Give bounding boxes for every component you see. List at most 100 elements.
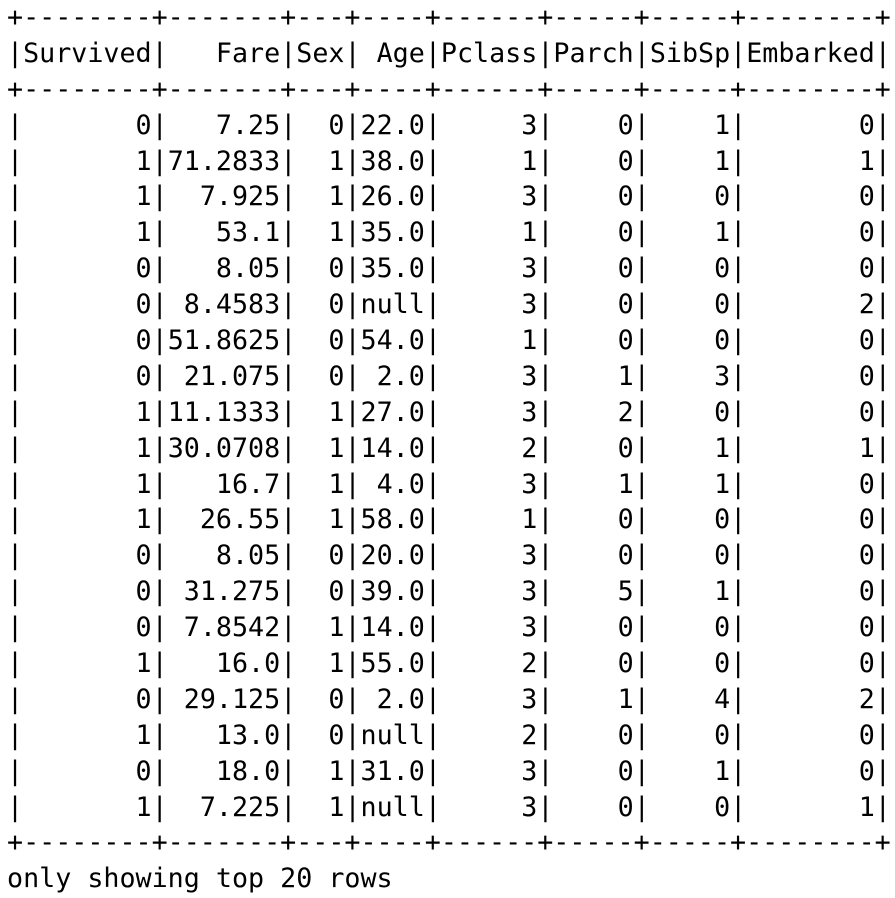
cell-age: 54.0 [360, 325, 425, 357]
cell-fare: 7.25 [167, 109, 281, 141]
cell-survived: 1 [23, 217, 152, 249]
cell-sibsp: 1 [649, 217, 731, 249]
cell-fare: 7.225 [167, 791, 281, 823]
cell-sibsp: 0 [649, 612, 731, 644]
cell-parch: 1 [553, 683, 634, 715]
cell-pclass: 2 [440, 648, 538, 680]
cell-age: null [360, 719, 425, 751]
cell-embarked: 0 [746, 755, 875, 787]
cell-age: 27.0 [360, 396, 425, 428]
cell-parch: 0 [553, 181, 634, 213]
column-header-embarked: Embarked [746, 37, 875, 69]
cell-embarked: 1 [746, 145, 875, 177]
cell-parch: 0 [553, 253, 634, 285]
column-header-fare: Fare [167, 37, 281, 69]
cell-age: 2.0 [360, 683, 425, 715]
table-row: | 0|51.8625| 0|54.0| 1| 0| 0| 0| [7, 325, 891, 357]
table-row: | 1| 26.55| 1|58.0| 1| 0| 0| 0| [7, 504, 891, 536]
cell-age: 14.0 [360, 432, 425, 464]
cell-age: 35.0 [360, 217, 425, 249]
cell-parch: 0 [553, 145, 634, 177]
cell-fare: 51.8625 [167, 325, 281, 357]
table-row: | 0| 8.05| 0|20.0| 3| 0| 0| 0| [7, 540, 891, 572]
table-row: | 0| 29.125| 0| 2.0| 3| 1| 4| 2| [7, 683, 891, 715]
cell-survived: 0 [23, 109, 152, 141]
cell-fare: 16.7 [167, 468, 281, 500]
table-row: | 0| 31.275| 0|39.0| 3| 5| 1| 0| [7, 576, 891, 608]
column-header-pclass: Pclass [440, 37, 538, 69]
cell-parch: 0 [553, 648, 634, 680]
cell-embarked: 0 [746, 719, 875, 751]
table-top-border: +--------+-------+---+----+------+-----+… [7, 2, 891, 33]
cell-sex: 1 [296, 181, 345, 213]
cell-survived: 1 [23, 181, 152, 213]
cell-pclass: 3 [440, 683, 538, 715]
cell-sex: 0 [296, 325, 345, 357]
cell-sex: 1 [296, 396, 345, 428]
cell-pclass: 3 [440, 360, 538, 392]
cell-survived: 0 [23, 540, 152, 572]
cell-fare: 13.0 [167, 719, 281, 751]
cell-parch: 1 [553, 468, 634, 500]
cell-sex: 0 [296, 253, 345, 285]
cell-embarked: 0 [746, 325, 875, 357]
cell-pclass: 3 [440, 791, 538, 823]
cell-pclass: 3 [440, 396, 538, 428]
cell-survived: 0 [23, 683, 152, 715]
cell-sex: 1 [296, 468, 345, 500]
cell-sibsp: 0 [649, 791, 731, 823]
column-header-parch: Parch [553, 37, 634, 69]
cell-age: null [360, 791, 425, 823]
cell-sex: 1 [296, 432, 345, 464]
cell-age: null [360, 289, 425, 321]
cell-pclass: 1 [440, 325, 538, 357]
cell-pclass: 3 [440, 468, 538, 500]
cell-age: 55.0 [360, 648, 425, 680]
cell-age: 58.0 [360, 504, 425, 536]
cell-sex: 1 [296, 791, 345, 823]
cell-parch: 5 [553, 576, 634, 608]
column-header-sex: Sex [296, 37, 345, 69]
cell-fare: 18.0 [167, 755, 281, 787]
cell-pclass: 3 [440, 612, 538, 644]
cell-sibsp: 0 [649, 540, 731, 572]
cell-age: 14.0 [360, 612, 425, 644]
cell-sex: 1 [296, 648, 345, 680]
table-row: | 0| 21.075| 0| 2.0| 3| 1| 3| 0| [7, 360, 891, 392]
console-output: +--------+-------+---+----+------+-----+… [7, 0, 892, 898]
cell-sex: 0 [296, 109, 345, 141]
cell-parch: 0 [553, 612, 634, 644]
cell-survived: 1 [23, 791, 152, 823]
table-header-separator: +--------+-------+---+----+------+-----+… [7, 73, 891, 105]
cell-pclass: 1 [440, 217, 538, 249]
table-row: | 1| 16.0| 1|55.0| 2| 0| 0| 0| [7, 648, 891, 680]
table-row: | 1| 13.0| 0|null| 2| 0| 0| 0| [7, 719, 891, 751]
cell-fare: 11.1333 [167, 396, 281, 428]
cell-survived: 1 [23, 648, 152, 680]
cell-fare: 71.2833 [167, 145, 281, 177]
table-bottom-border: +--------+-------+---+----+------+-----+… [7, 827, 891, 859]
cell-pclass: 3 [440, 109, 538, 141]
cell-parch: 0 [553, 791, 634, 823]
cell-sex: 0 [296, 540, 345, 572]
cell-survived: 0 [23, 576, 152, 608]
cell-parch: 0 [553, 540, 634, 572]
cell-embarked: 0 [746, 468, 875, 500]
cell-pclass: 2 [440, 719, 538, 751]
cell-fare: 16.0 [167, 648, 281, 680]
cell-parch: 0 [553, 719, 634, 751]
cell-fare: 31.275 [167, 576, 281, 608]
truncation-footer: only showing top 20 rows [7, 863, 393, 895]
cell-pclass: 1 [440, 504, 538, 536]
cell-sibsp: 0 [649, 325, 731, 357]
column-header-survived: Survived [23, 37, 152, 69]
cell-sibsp: 1 [649, 109, 731, 141]
table-row: | 1| 7.225| 1|null| 3| 0| 0| 1| [7, 791, 891, 823]
table-row: | 1| 16.7| 1| 4.0| 3| 1| 1| 0| [7, 468, 891, 500]
cell-sex: 0 [296, 576, 345, 608]
cell-fare: 26.55 [167, 504, 281, 536]
cell-sibsp: 1 [649, 145, 731, 177]
cell-sex: 1 [296, 504, 345, 536]
cell-embarked: 0 [746, 360, 875, 392]
table-row: | 1| 53.1| 1|35.0| 1| 0| 1| 0| [7, 217, 891, 249]
